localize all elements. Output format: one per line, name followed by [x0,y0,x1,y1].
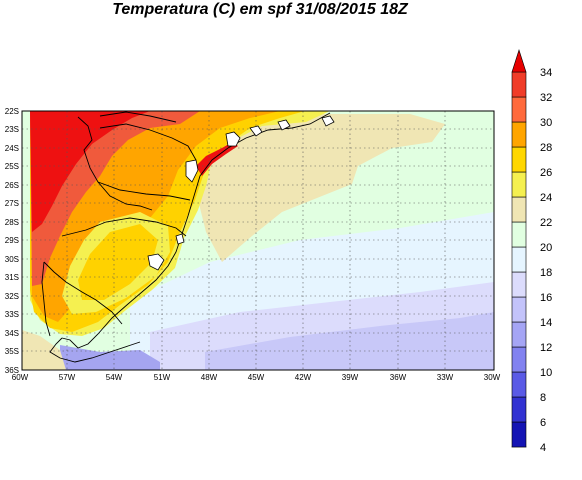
colorbar-label: 10 [540,367,552,379]
colorbar-swatch [511,96,527,123]
colorbar-label: 6 [540,417,546,429]
colorbar-label: 4 [540,442,546,454]
colorbar-label: 14 [540,317,552,329]
field-red [30,111,150,232]
field-khaki [198,114,445,262]
lat-label: 24S [5,144,19,153]
lon-label: 60W [12,373,29,382]
colorbar-swatch [511,146,527,173]
latitude-axis: 22S 23S 24S 25S 26S 27S 28S 29S 30S 31S … [5,107,19,375]
border-state-sp-pr [99,123,197,161]
colorbar-label: 18 [540,267,552,279]
colorbar-swatch [511,121,527,148]
colorbar-swatch [511,296,527,323]
colorbar-swatch [511,321,527,348]
coastal-islands [147,115,335,271]
colorbar-swatch [511,271,527,298]
field-bottom-left-khaki [22,330,66,370]
colorbar-swatch [511,71,527,98]
lon-label: 45W [248,373,265,382]
lat-label: 36S [5,366,19,375]
lat-label: 34S [5,329,19,338]
lon-label: 54W [106,373,123,382]
border-state-sc-rs [61,217,187,237]
colorbar-label: 30 [540,117,552,129]
lon-label: 48W [201,373,218,382]
lon-label: 57W [59,373,76,382]
lat-label: 32S [5,292,19,301]
colorbar-label: 22 [540,217,552,229]
border-brazil-west [77,116,153,211]
colorbar-label: 20 [540,242,552,254]
uruguay-coast [49,337,141,363]
colorbar-label: 16 [540,292,552,304]
lat-label: 33S [5,310,19,319]
lat-label: 25S [5,162,19,171]
colorbar-swatch [511,371,527,398]
colorbar-label: 8 [540,392,546,404]
lon-label: 30W [484,373,501,382]
lat-label: 23S [5,125,19,134]
lon-label: 51W [154,373,171,382]
lat-label: 27S [5,199,19,208]
lat-label: 30S [5,255,19,264]
lon-label: 33W [437,373,454,382]
lat-label: 22S [5,107,19,116]
lon-label: 39W [342,373,359,382]
colorbar-swatch [511,49,527,73]
colorbar-swatch [511,196,527,223]
border-brazil-uruguay [43,261,123,325]
field-gold-interior [78,224,158,300]
lat-label: 35S [5,347,19,356]
colorbar-label: 24 [540,192,552,204]
lat-label: 28S [5,218,19,227]
colorbar-swatch [511,171,527,198]
map-title: Temperatura (C) em spf 31/08/2015 18Z [112,1,408,18]
colorbar-legend: 4 6 8 10 12 14 16 18 20 22 24 26 28 30 32 34 [511,49,552,454]
colorbar-labels: 4 6 8 10 12 14 16 18 20 22 24 26 28 30 32 34 [540,67,552,454]
colorbar-swatch [511,221,527,248]
lat-label: 31S [5,273,19,282]
longitude-axis: 60W 57W 54W 51W 48W 45W 42W 39W 36W 33W … [12,373,501,382]
colorbar-swatches [511,49,527,448]
colorbar-swatch [511,346,527,373]
border-state-pr-sc [97,181,191,201]
border-argentina-uruguay [41,261,51,337]
colorbar-label: 12 [540,342,552,354]
colorbar-label: 26 [540,167,552,179]
lat-label: 26S [5,181,19,190]
colorbar-swatch [511,246,527,273]
temperature-field [22,111,494,370]
lon-label: 36W [390,373,407,382]
plot-frame [21,110,495,371]
colorbar-label: 28 [540,142,552,154]
colorbar-label: 34 [540,67,552,79]
colorbar-swatch [511,396,527,423]
colorbar-label: 32 [540,92,552,104]
lon-label: 42W [295,373,312,382]
field-lilac [205,312,494,370]
lat-label: 29S [5,236,19,245]
colorbar-swatch [511,421,527,448]
border-north [99,111,177,123]
